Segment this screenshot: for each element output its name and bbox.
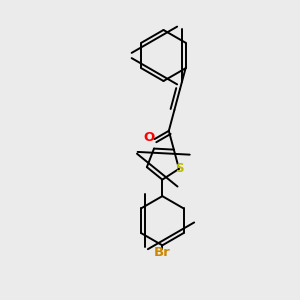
Text: O: O [143, 131, 155, 144]
Text: S: S [175, 162, 183, 175]
Text: Br: Br [154, 246, 171, 259]
